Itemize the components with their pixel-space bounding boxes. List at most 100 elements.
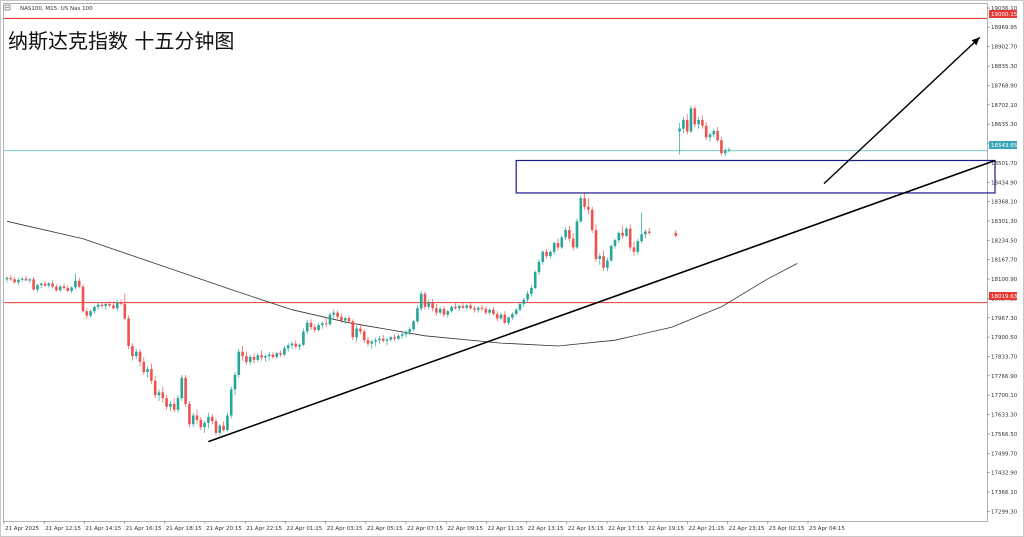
chart-header: NAS100, M15: US Nas 100 — [4, 4, 93, 12]
candle — [302, 328, 305, 347]
candle-body — [457, 305, 461, 309]
price-badge-current: 18543.65 — [989, 141, 1018, 149]
candle-body — [119, 302, 123, 304]
candle — [461, 302, 465, 309]
candle — [279, 350, 282, 357]
candle — [142, 357, 146, 375]
candle-body — [435, 308, 438, 313]
candle-body — [218, 425, 222, 433]
moving-average-line — [6, 220, 798, 347]
candle-body — [184, 377, 187, 404]
projection-arrow-line — [823, 36, 981, 185]
candle — [180, 374, 184, 402]
candle — [104, 303, 108, 310]
candle — [283, 345, 286, 357]
candle — [241, 345, 244, 361]
x-tick-label: 21 Apr 22:15 — [246, 526, 282, 532]
candle — [226, 412, 229, 432]
candle-body — [438, 308, 442, 313]
candle-body — [484, 308, 488, 313]
candle — [317, 322, 320, 332]
candle — [39, 282, 43, 289]
candle — [150, 363, 153, 384]
candle-body — [689, 108, 693, 132]
candle-body — [499, 314, 503, 319]
candle — [74, 273, 77, 290]
menu-icon[interactable] — [4, 4, 11, 11]
candle-body — [294, 343, 298, 347]
candle — [682, 117, 685, 133]
candle-body — [537, 261, 541, 273]
candle-body — [632, 247, 636, 252]
candle-body — [712, 130, 716, 135]
candle — [9, 274, 13, 281]
candle — [245, 351, 248, 365]
candle — [93, 305, 96, 314]
candle-body — [47, 283, 51, 286]
candle — [609, 244, 613, 262]
candle-body — [9, 277, 13, 280]
candle-body — [685, 119, 689, 132]
y-tick-label: 18501.70 — [991, 161, 1018, 167]
candle — [127, 315, 130, 349]
candle — [343, 316, 347, 325]
x-tick-label: 22 Apr 21:15 — [688, 526, 724, 532]
y-tick-label: 18167.70 — [991, 258, 1018, 264]
candle — [602, 250, 605, 271]
y-tick-label: 17499.70 — [991, 451, 1018, 457]
candle-body — [533, 272, 537, 289]
price-badge-upper-text: 19000.15 — [991, 12, 1018, 18]
candle-body — [583, 198, 586, 207]
candle-body — [36, 285, 39, 290]
candle-body — [81, 286, 85, 312]
price-badge-current-text: 18543.65 — [991, 143, 1018, 149]
candle — [290, 341, 294, 349]
candle-body — [207, 416, 210, 423]
candle-body — [552, 243, 556, 252]
candle-body — [359, 328, 362, 332]
candle-body — [674, 232, 678, 236]
candle — [81, 284, 85, 313]
y-tick-label: 17700.10 — [991, 393, 1018, 399]
x-tick-label: 21 Apr 12:15 — [45, 526, 81, 532]
candle — [381, 334, 385, 343]
candle — [457, 304, 461, 312]
candle-body — [450, 306, 453, 312]
candle-body — [123, 303, 127, 319]
candle — [313, 324, 317, 333]
x-tick-label: 22 Apr 07:15 — [407, 526, 443, 532]
candle — [264, 354, 267, 362]
price-badge-lower-bg — [989, 292, 1017, 300]
candle — [207, 412, 210, 429]
candle-body — [530, 288, 533, 294]
candle-body — [313, 327, 317, 331]
candle-body — [469, 305, 472, 309]
candle-body — [647, 231, 651, 233]
candle — [13, 276, 16, 284]
candle — [24, 275, 28, 281]
candle-body — [495, 314, 499, 319]
candle-body — [271, 354, 275, 357]
candle-body — [28, 279, 32, 281]
candle — [484, 306, 488, 315]
candle-body — [55, 286, 58, 291]
candle — [153, 376, 157, 399]
candle — [423, 291, 427, 310]
price-badge-upper-bg — [989, 10, 1017, 18]
candle — [210, 414, 214, 425]
candle — [309, 319, 313, 331]
candle — [419, 290, 423, 312]
candle-body — [590, 209, 594, 231]
candle — [397, 334, 400, 341]
x-tick-label: 22 Apr 03:15 — [327, 526, 363, 532]
candle — [252, 353, 256, 364]
candle-body — [549, 251, 552, 257]
candle — [161, 386, 165, 403]
y-tick-label: 18768.90 — [991, 83, 1018, 89]
candle-body — [32, 279, 35, 290]
candle-body — [283, 348, 286, 355]
candle-body — [222, 425, 225, 431]
candle — [503, 311, 507, 325]
candle — [20, 276, 24, 282]
